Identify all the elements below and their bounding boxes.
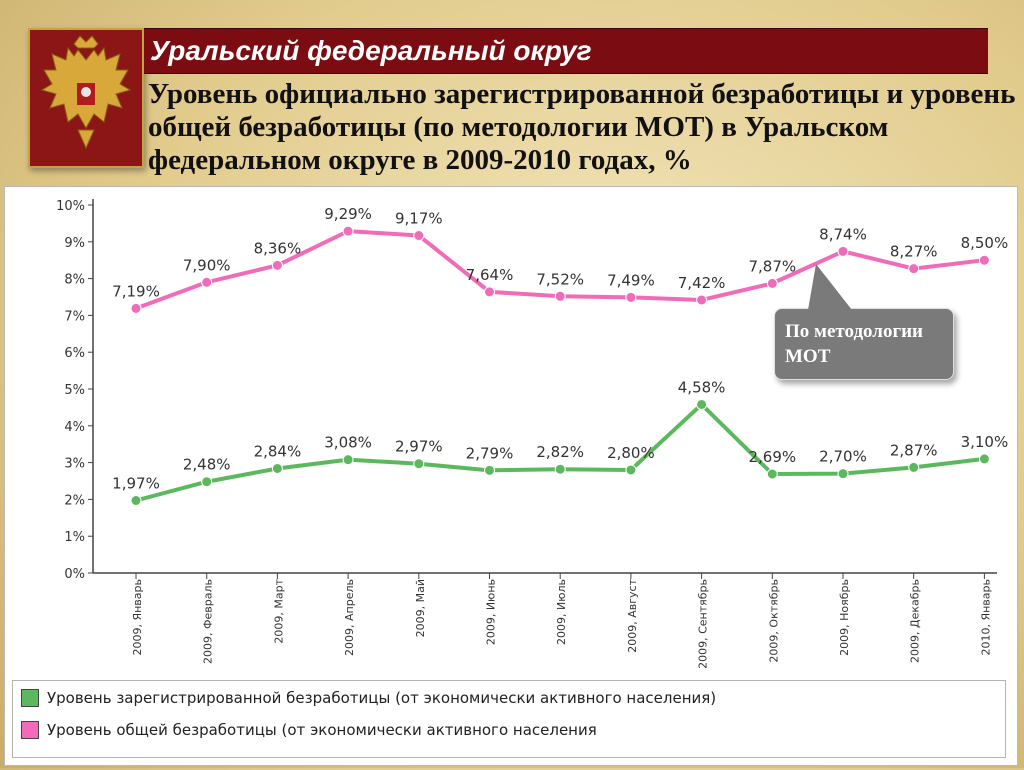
y-tick-label: 6% [64,346,85,361]
russian-coat-of-arms-icon [40,35,132,150]
legend-swatch-green [21,689,39,707]
data-label: 2,69% [748,448,796,466]
data-point [696,398,708,410]
data-point [271,462,283,474]
axes: 0% 1% 2% 3% 4% 5% 6% 7% 8% 9% 10% 2009, Январь 2009,… [56,199,997,669]
data-point [484,464,495,476]
data-point [837,468,849,480]
data-label: 7,87% [748,257,796,275]
data-labels: 7,19% 7,90% 8,36% 9,29% 9,17% 7,64% 7,52% 7,49%… [112,205,1008,492]
data-label: 3,10% [961,433,1009,451]
chart-panel: 0% 1% 2% 3% 4% 5% 6% 7% 8% 9% 10% 2009, Январь 2009,… [4,186,1018,766]
y-tick-label: 10% [56,199,85,214]
series-lines [130,225,990,507]
data-label: 8,27% [890,243,938,261]
y-tick-label: 2% [64,493,85,508]
data-point [837,245,849,257]
data-label: 7,52% [536,270,584,288]
emblem-frame [28,28,144,168]
chart-subtitle: Уровень официально зарегистрированной бе… [148,78,1016,176]
callout-text: По методологии МОТ [785,321,923,367]
data-label: 7,19% [112,282,160,300]
x-tick-label: 2009, Апрель [343,579,356,656]
data-label: 2,80% [607,444,655,462]
x-tick-label: 2009, Сентябрь [697,579,710,669]
legend-label-total: Уровень общей безработицы (от экономичес… [47,721,597,739]
y-tick-label: 8% [64,273,85,288]
data-point [908,461,920,473]
data-label: 2,82% [536,443,584,461]
data-point [554,463,566,475]
data-label: 2,87% [890,441,938,459]
data-label: 2,79% [466,444,514,462]
callout-bubble: По методологии МОТ [774,308,954,380]
data-point [625,291,637,303]
data-point [978,453,990,465]
data-label: 7,90% [183,256,231,274]
x-tick-label: 2009, Август [626,578,639,652]
data-point [130,495,142,507]
data-label: 8,36% [254,239,302,257]
data-point [201,476,213,488]
y-tick-label: 7% [64,309,85,324]
data-point [696,294,708,306]
title-banner: Уральский федеральный округ [144,28,988,74]
y-tick-label: 0% [64,567,85,582]
legend-swatch-pink [21,721,39,739]
x-tick-label: 2009, Июль [555,579,568,645]
data-point [201,276,213,288]
line-chart: 0% 1% 2% 3% 4% 5% 6% 7% 8% 9% 10% 2009, Январь 2009,… [56,199,1008,669]
x-tick-label: 2009, Март [272,578,285,643]
data-point [413,230,425,242]
legend-label-registered: Уровень зарегистрированной безработицы (… [47,689,717,707]
data-label: 7,64% [466,266,514,284]
data-label: 1,97% [112,475,160,493]
legend-item-total: Уровень общей безработицы (от экономичес… [21,719,597,741]
x-tick-label: 2009, Ноябрь [838,579,851,656]
data-point [766,468,778,480]
data-label: 2,70% [819,448,867,466]
x-tick-label: 2010, Январь [979,579,992,656]
data-point [413,458,425,470]
data-point [908,263,920,275]
data-point [342,225,354,237]
data-point [271,259,283,271]
region-title: Уральский федеральный округ [150,35,592,66]
data-point [625,464,637,476]
callout-pointer [808,264,852,310]
x-tick-label: 2009, Май [414,579,427,637]
y-tick-label: 5% [64,383,85,398]
data-point [766,277,778,289]
data-point [342,454,354,466]
data-label: 8,74% [819,225,867,243]
data-point [554,290,566,302]
data-label: 3,08% [324,434,372,452]
y-tick-label: 3% [64,457,85,472]
x-tick-label: 2009, Февраль [202,579,215,664]
chart-legend: Уровень зарегистрированной безработицы (… [12,680,1006,758]
data-label: 9,29% [324,205,372,223]
x-tick-label: 2009, Январь [131,579,144,656]
data-label: 2,97% [395,438,443,456]
data-label: 7,49% [607,271,655,289]
data-point [978,254,990,266]
data-label: 8,50% [961,234,1009,252]
legend-item-registered: Уровень зарегистрированной безработицы (… [21,687,716,709]
x-tick-label: 2009, Октябрь [767,579,780,663]
data-label: 4,58% [678,378,726,396]
x-tick-label: 2009, Июнь [485,579,498,645]
data-label: 9,17% [395,210,443,228]
y-tick-label: 1% [64,530,85,545]
y-tick-label: 9% [64,236,85,251]
data-point [484,286,495,298]
data-point [130,302,142,314]
y-tick-label: 4% [64,420,85,435]
data-label: 2,48% [183,456,231,474]
x-tick-label: 2009, Декабрь [909,579,922,663]
data-label: 7,42% [678,274,726,292]
data-label: 2,84% [254,442,302,460]
